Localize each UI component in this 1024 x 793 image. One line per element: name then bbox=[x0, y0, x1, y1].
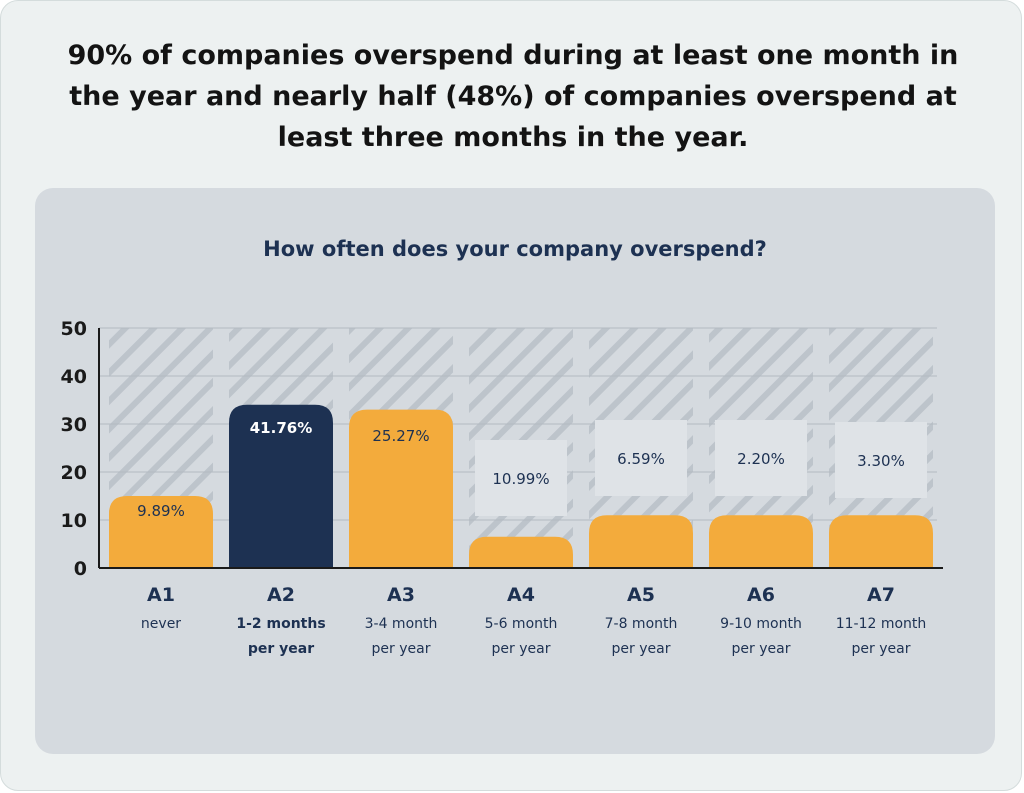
x-tick-sublabel: per year bbox=[372, 641, 431, 657]
y-tick-label: 30 bbox=[61, 414, 87, 436]
bar-chart: 0 10 20 30 40 50 9.89% 41.76% 25.27% 10.99% 6.59% 2… bbox=[61, 318, 943, 657]
x-tick-sublabel: per year bbox=[492, 641, 551, 657]
x-tick-sublabel: 9-10 month bbox=[720, 616, 802, 632]
x-tick-label: A2 bbox=[267, 584, 295, 606]
data-label: 3.30% bbox=[857, 452, 905, 470]
x-tick-label: A1 bbox=[147, 584, 175, 606]
chart-panel: How often does your company overspend? 0… bbox=[35, 188, 995, 754]
data-label: 2.20% bbox=[737, 450, 785, 468]
bar-a5 bbox=[589, 515, 693, 568]
x-tick-sublabel: 7-8 month bbox=[605, 616, 678, 632]
data-label-box bbox=[475, 440, 567, 516]
data-label-box bbox=[595, 420, 687, 496]
x-tick-label: A4 bbox=[507, 584, 535, 606]
x-tick-label: A3 bbox=[387, 584, 415, 606]
bar-a7 bbox=[829, 515, 933, 568]
x-tick-sublabel: per year bbox=[852, 641, 911, 657]
bar-a1 bbox=[109, 496, 213, 568]
bar-a4 bbox=[469, 536, 573, 568]
bar-a2 bbox=[229, 404, 333, 568]
y-tick-label: 40 bbox=[61, 366, 87, 388]
x-tick-label: A6 bbox=[747, 584, 775, 606]
x-tick-sublabel: per year bbox=[612, 641, 671, 657]
x-tick-sublabel: 3-4 month bbox=[365, 616, 438, 632]
data-label: 25.27% bbox=[372, 427, 429, 445]
x-tick-sublabel: never bbox=[141, 616, 181, 632]
chart-title: How often does your company overspend? bbox=[263, 237, 767, 261]
bar-a3 bbox=[349, 409, 453, 568]
x-tick-sublabel: per year bbox=[732, 641, 791, 657]
data-label-box bbox=[835, 422, 927, 498]
x-tick-sublabel: per year bbox=[248, 641, 314, 657]
data-label: 6.59% bbox=[617, 450, 665, 468]
y-tick-label: 50 bbox=[61, 318, 87, 340]
data-label-box bbox=[715, 420, 807, 496]
data-label: 9.89% bbox=[137, 502, 185, 520]
data-label: 10.99% bbox=[492, 470, 549, 488]
y-tick-label: 10 bbox=[61, 510, 87, 532]
x-tick-sublabel: 11-12 month bbox=[836, 616, 927, 632]
data-label: 41.76% bbox=[250, 419, 312, 437]
x-tick-label: A7 bbox=[867, 584, 895, 606]
y-tick-label: 0 bbox=[74, 558, 87, 580]
x-tick-sublabel: 5-6 month bbox=[485, 616, 558, 632]
bar-a6 bbox=[709, 515, 813, 568]
x-tick-label: A5 bbox=[627, 584, 655, 606]
x-tick-sublabel: 1-2 months bbox=[236, 616, 325, 632]
y-tick-label: 20 bbox=[61, 462, 87, 484]
headline: 90% of companies overspend during at lea… bbox=[67, 40, 959, 153]
